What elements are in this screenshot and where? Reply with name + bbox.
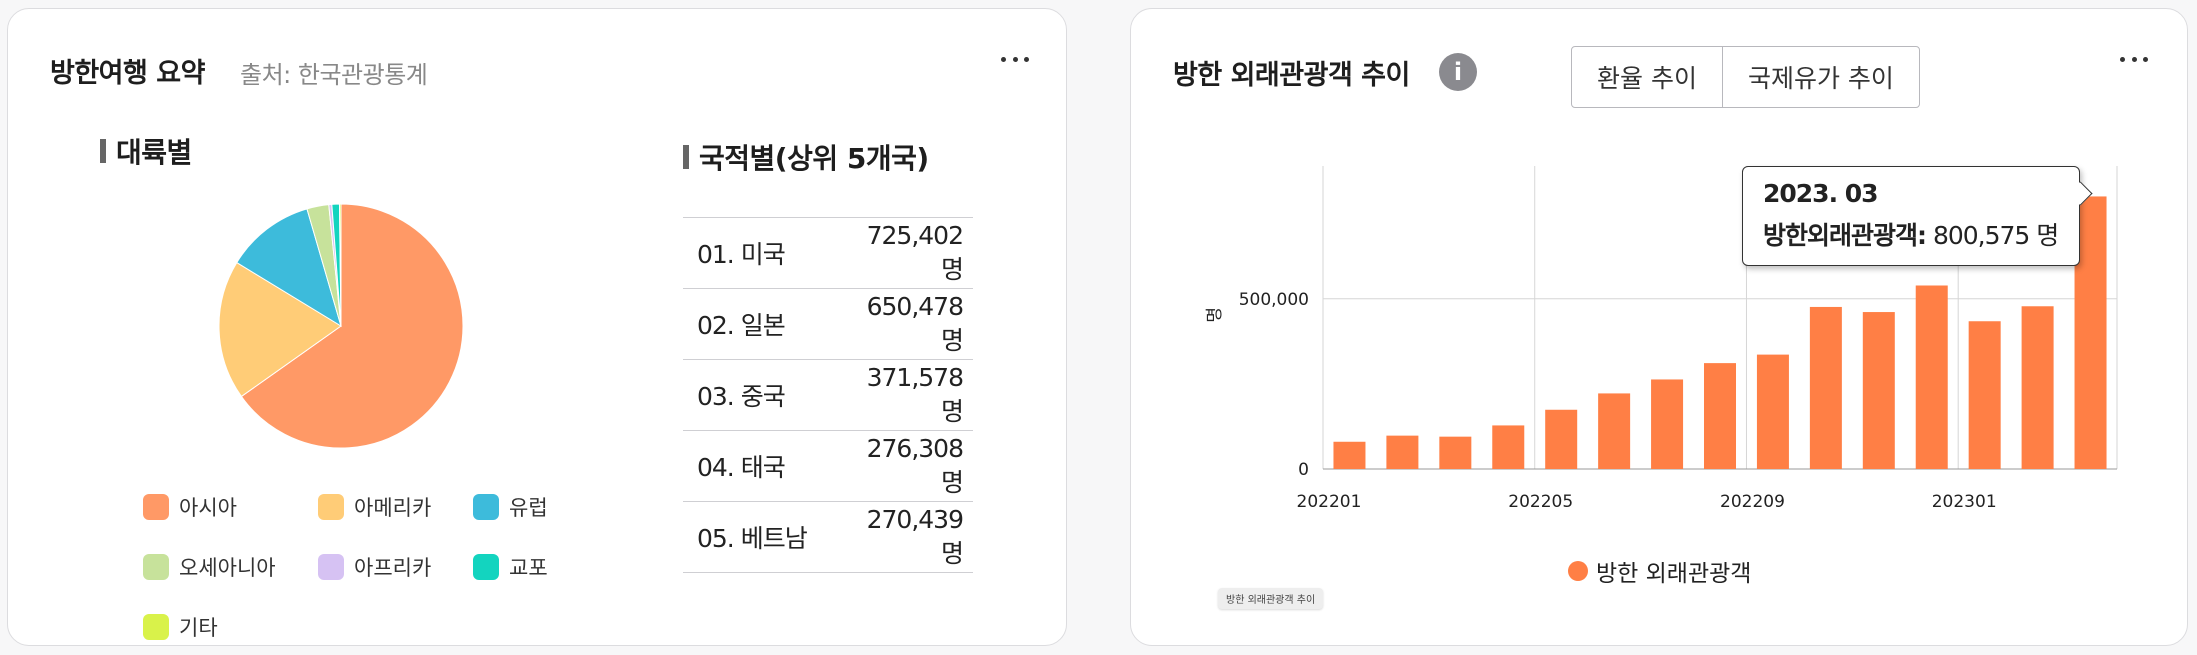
bar[interactable] [1598, 393, 1631, 469]
nation-name: 03. 중국 [697, 382, 786, 411]
pie-slice-6[interactable] [338, 203, 342, 327]
dot-icon [1001, 56, 1006, 62]
nation-value: 371,578명 [866, 362, 964, 426]
legend-item[interactable]: 기타 [143, 612, 218, 642]
bar[interactable] [1915, 285, 1948, 469]
legend-label: 방한 외래관광객 [1596, 561, 1752, 587]
tooltip-value: 800,575 명 [1932, 221, 2059, 250]
legend-label: 아프리카 [354, 556, 432, 580]
table-row: 04. 태국 276,308명 [683, 431, 973, 502]
chart-caption: 방한 외래관광객 추이 [1218, 588, 1324, 609]
nation-table: 01. 미국 725,402명 02. 일본 650,478명 03. 중국 371,… [683, 217, 973, 573]
nation-section-title: 국적별(상위 5개국) [683, 137, 929, 177]
legend-item[interactable]: 유럽 [473, 492, 548, 522]
visitor-trend-card: 방한 외래관광객 추이 i 환율 추이 국제유가 추이 [1130, 8, 2188, 646]
trend-tabs: 환율 추이 국제유가 추이 [1571, 46, 1920, 108]
legend-label: 기타 [179, 616, 218, 640]
bar[interactable] [1492, 425, 1525, 469]
nation-value: 276,308명 [866, 433, 964, 497]
legend-swatch [143, 494, 169, 520]
legend-swatch [143, 614, 169, 640]
legend-label: 유럽 [509, 496, 548, 520]
legend-item[interactable]: 아프리카 [318, 552, 431, 582]
table-row: 02. 일본 650,478명 [683, 289, 973, 360]
chart-tooltip: 2023. 03 방한외래관광객: 800,575 명 [1742, 166, 2080, 266]
nation-name: 02. 일본 [697, 311, 786, 340]
x-tick-label: 202209 [1720, 492, 1785, 512]
table-row: 03. 중국 371,578명 [683, 360, 973, 431]
section-marker [683, 145, 689, 169]
dot-icon [2120, 56, 2125, 62]
continent-pie-chart [218, 203, 464, 449]
legend-swatch [473, 554, 499, 580]
y-tick-label: 500,000 [1239, 290, 1309, 310]
table-row: 01. 미국 725,402명 [683, 218, 973, 289]
tab-exchange-rate[interactable]: 환율 추이 [1597, 64, 1697, 93]
bar[interactable] [1704, 363, 1736, 469]
bar[interactable] [1439, 436, 1472, 469]
bar[interactable] [1333, 441, 1366, 469]
legend-label: 오세아니아 [179, 556, 276, 580]
continent-title-text: 대륙별 [116, 136, 192, 169]
nation-value: 650,478명 [866, 291, 964, 355]
bar[interactable] [1545, 409, 1578, 469]
x-tick-label: 202201 [1297, 492, 1362, 512]
pie-slice-0[interactable] [240, 203, 464, 449]
legend-swatch [143, 554, 169, 580]
nation-value: 270,439명 [866, 504, 964, 568]
dot-icon [1024, 56, 1029, 62]
bar[interactable] [1386, 435, 1419, 469]
continent-section-title: 대륙별 [100, 131, 192, 171]
card-title: 방한여행 요약 [50, 58, 205, 89]
info-icon[interactable]: i [1439, 53, 1477, 91]
x-tick-label: 202205 [1508, 492, 1573, 512]
nation-title-text: 국적별(상위 5개국) [699, 142, 929, 175]
legend-item[interactable]: 아메리카 [318, 492, 431, 522]
card-title: 방한 외래관광객 추이 [1173, 60, 1410, 91]
dot-icon [1012, 56, 1018, 62]
bar[interactable] [1756, 354, 1789, 469]
legend-swatch [318, 494, 344, 520]
nation-name: 01. 미국 [697, 240, 786, 269]
legend-item[interactable]: 아시아 [143, 492, 237, 522]
y-tick-label: 0 [1298, 460, 1309, 480]
legend-swatch [473, 494, 499, 520]
legend-swatch [318, 554, 344, 580]
more-options-button[interactable] [995, 49, 1035, 69]
visitor-bar-chart: 0 500,000 명 202201 202205 202209 202301 [1205, 166, 2118, 512]
source-text: 출처: 한국관광통계 [240, 61, 428, 89]
bar[interactable] [2021, 306, 2054, 469]
tab-oil-price[interactable]: 국제유가 추이 [1721, 47, 1919, 107]
nation-value: 725,402명 [866, 220, 964, 284]
bar[interactable] [1968, 321, 2001, 469]
dot-icon [2143, 56, 2148, 62]
table-row: 05. 베트남 270,439명 [683, 502, 973, 573]
bar[interactable] [1862, 312, 1895, 469]
tooltip-line: 방한외래관광객: 800,575 명 [1763, 216, 2059, 252]
tooltip-date: 2023. 03 [1763, 179, 1879, 208]
bar[interactable] [1809, 306, 1842, 469]
nation-name: 05. 베트남 [697, 524, 808, 553]
nation-name: 04. 태국 [697, 453, 786, 482]
tooltip-label: 방한외래관광객: [1763, 221, 1927, 250]
legend-item[interactable]: 오세아니아 [143, 552, 276, 582]
y-axis-label: 명 [1205, 307, 1225, 323]
pie-slice-1[interactable] [218, 261, 342, 398]
legend-label: 교포 [509, 556, 548, 580]
more-options-button[interactable] [2114, 49, 2154, 69]
legend-swatch [1568, 561, 1588, 581]
x-tick-label: 202301 [1932, 492, 1997, 512]
section-marker [100, 139, 106, 163]
chart-legend[interactable]: 방한 외래관광객 [1568, 554, 1751, 588]
bar[interactable] [1651, 379, 1684, 469]
legend-label: 아시아 [179, 496, 237, 520]
legend-label: 아메리카 [354, 496, 432, 520]
pie-slice-2[interactable] [236, 208, 342, 328]
dot-icon [2131, 56, 2137, 62]
legend-item[interactable]: 교포 [473, 552, 548, 582]
